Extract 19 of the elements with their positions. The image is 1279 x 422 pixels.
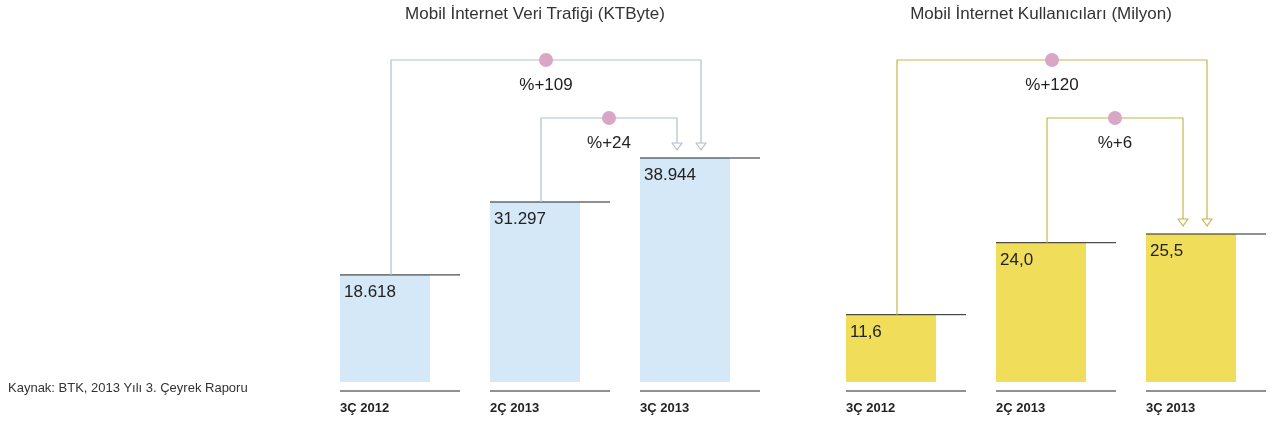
data-label: 38.944 (644, 165, 696, 184)
x-tick-label: 3Ç 2013 (1146, 400, 1196, 415)
text: %+109 (519, 75, 573, 94)
x-tick-label: 2Ç 2013 (490, 400, 540, 415)
chart-title: Mobil İnternet Kullanıcıları (Milyon) (909, 4, 1173, 24)
x-tick-label: 3Ç 2013 (640, 400, 690, 415)
data-label: 25,5 (1150, 241, 1184, 260)
chart-title: Mobil İnternet Veri Trafiği (KTByte) (404, 4, 666, 24)
x-tick-label: 3Ç 2012 (846, 400, 896, 415)
data-label: 11,6 (850, 321, 882, 341)
data-label: 31.297 (494, 208, 546, 228)
text: %+120 (1025, 75, 1079, 94)
text: %+6 (1097, 133, 1133, 152)
data-label: 24,0 (1000, 249, 1034, 269)
data-label: 18.618 (344, 281, 396, 301)
x-tick-label: 2Ç 2013 (996, 400, 1046, 415)
x-tick-label: 3Ç 2012 (340, 400, 390, 415)
text: %+24 (587, 133, 631, 152)
text: Kaynak: BTK, 2013 Yılı 3. Çeyrek Raporu (8, 380, 248, 395)
